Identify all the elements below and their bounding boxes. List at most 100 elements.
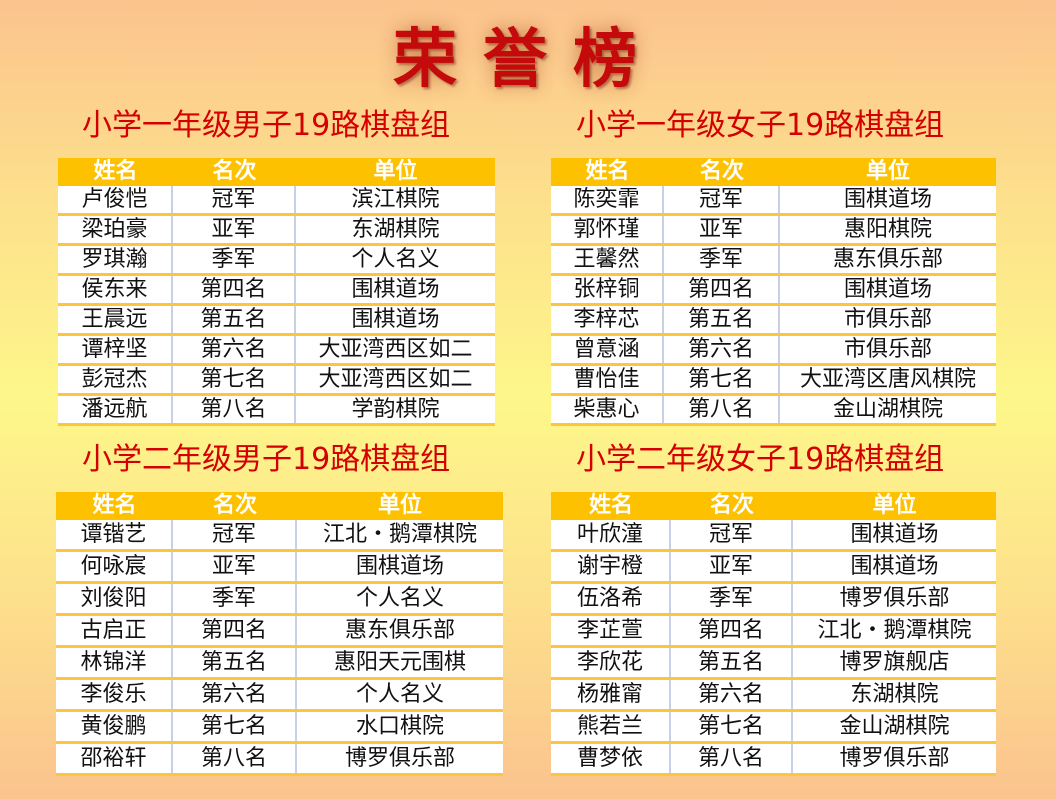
table-row: 熊若兰 第七名 金山湖棋院 bbox=[551, 712, 996, 744]
table-row: 伍洛希 季军 博罗俱乐部 bbox=[551, 584, 996, 616]
table-cell: 古启正 bbox=[56, 616, 173, 645]
table-cell: 惠阳棋院 bbox=[843, 217, 932, 242]
table-cell: 第七名 bbox=[664, 366, 780, 393]
table-row: 刘俊阳 季军 个人名义 bbox=[56, 584, 503, 616]
table-cell: 李俊乐 bbox=[56, 680, 173, 709]
table-cell: 潘远航 bbox=[58, 396, 173, 423]
table-cell: 围棋道场 bbox=[843, 187, 932, 212]
table-cell: 围棋道场 bbox=[843, 277, 932, 302]
table-cell: 江北・鹅潭棋院 bbox=[322, 522, 477, 547]
table-cell: 博罗俱乐部 bbox=[344, 746, 455, 771]
table-cell: 第六名 bbox=[664, 336, 780, 363]
table-cell: 博罗俱乐部 bbox=[839, 746, 950, 771]
table-row: 谢宇橙 亚军 围棋道场 bbox=[551, 552, 996, 584]
table-row: 曾意涵 第六名 市俱乐部 bbox=[551, 336, 996, 366]
table-row: 叶欣潼 冠军 围棋道场 bbox=[551, 520, 996, 552]
column-header: 名次 bbox=[212, 159, 257, 184]
table-row: 李俊乐 第六名 个人名义 bbox=[56, 680, 503, 712]
table-row: 梁珀豪 亚军 东湖棋院 bbox=[58, 216, 495, 246]
header-row: 姓名 名次 单位 bbox=[56, 492, 503, 520]
table-cell: 大亚湾西区如二 bbox=[318, 337, 473, 362]
results-table: 姓名 名次 单位 叶欣潼 冠军 围棋道场 谢宇橙 亚军 围棋道场 伍洛希 季军 博罗俱乐部 李芷萱 第四名… bbox=[551, 492, 996, 776]
table-row: 古启正 第四名 惠东俱乐部 bbox=[56, 616, 503, 648]
table-cell: 个人名义 bbox=[355, 682, 444, 707]
table-cell: 博罗旗舰店 bbox=[839, 650, 950, 675]
table-cell: 第四名 bbox=[671, 616, 793, 645]
table-cell: 季军 bbox=[173, 246, 296, 273]
table-cell: 卢俊恺 bbox=[58, 186, 173, 213]
table-cell: 林锦洋 bbox=[56, 648, 173, 677]
table-cell: 亚军 bbox=[664, 216, 780, 243]
table-cell: 李芷萱 bbox=[551, 616, 671, 645]
table-cell: 王晨远 bbox=[58, 306, 173, 333]
table-cell: 杨雅甯 bbox=[551, 680, 671, 709]
table-cell: 个人名义 bbox=[355, 586, 444, 611]
table-cell: 第五名 bbox=[664, 306, 780, 333]
table-row: 张梓铜 第四名 围棋道场 bbox=[551, 276, 996, 306]
table-cell: 柴惠心 bbox=[551, 396, 664, 423]
table-cell: 市俱乐部 bbox=[843, 337, 932, 362]
table-cell: 第七名 bbox=[173, 366, 296, 393]
table-row: 李梓芯 第五名 市俱乐部 bbox=[551, 306, 996, 336]
table-cell: 何咏宸 bbox=[56, 552, 173, 581]
header-row: 姓名 名次 单位 bbox=[551, 492, 996, 520]
table-cell: 第八名 bbox=[173, 396, 296, 423]
table-cell: 侯东来 bbox=[58, 276, 173, 303]
group-title: 小学一年级男子19路棋盘组 bbox=[82, 108, 451, 143]
table-cell: 亚军 bbox=[173, 216, 296, 243]
table-cell: 大亚湾区唐风棋院 bbox=[799, 367, 976, 392]
column-header: 姓名 bbox=[588, 493, 633, 518]
table-cell: 第八名 bbox=[173, 744, 297, 773]
table-row: 柴惠心 第八名 金山湖棋院 bbox=[551, 396, 996, 426]
table-cell: 季军 bbox=[173, 584, 297, 613]
table-cell: 梁珀豪 bbox=[58, 216, 173, 243]
table-row: 彭冠杰 第七名 大亚湾西区如二 bbox=[58, 366, 495, 396]
column-header: 单位 bbox=[373, 159, 418, 184]
column-header: 单位 bbox=[872, 493, 917, 518]
table-cell: 博罗俱乐部 bbox=[839, 586, 950, 611]
table-cell: 惠阳天元围棋 bbox=[333, 650, 466, 675]
column-header: 姓名 bbox=[93, 159, 138, 184]
table-cell: 谢宇橙 bbox=[551, 552, 671, 581]
table-cell: 谭锴艺 bbox=[56, 520, 173, 549]
table-row: 李欣花 第五名 博罗旗舰店 bbox=[551, 648, 996, 680]
table-cell: 围棋道场 bbox=[850, 554, 939, 579]
table-row: 王馨然 季军 惠东俱乐部 bbox=[551, 246, 996, 276]
table-row: 谭梓坚 第六名 大亚湾西区如二 bbox=[58, 336, 495, 366]
table-cell: 亚军 bbox=[173, 552, 297, 581]
table-cell: 第六名 bbox=[173, 680, 297, 709]
table-cell: 曹梦依 bbox=[551, 744, 671, 773]
header-row: 姓名 名次 单位 bbox=[58, 158, 495, 186]
table-cell: 第七名 bbox=[173, 712, 297, 741]
table-cell: 第八名 bbox=[664, 396, 780, 423]
table-cell: 水口棋院 bbox=[355, 714, 444, 739]
table-cell: 围棋道场 bbox=[351, 307, 440, 332]
table-cell: 大亚湾西区如二 bbox=[318, 367, 473, 392]
table-cell: 第四名 bbox=[664, 276, 780, 303]
results-table: 姓名 名次 单位 谭锴艺 冠军 江北・鹅潭棋院 何咏宸 亚军 围棋道场 刘俊阳 季军 个人名义 古启正第… bbox=[56, 492, 503, 776]
table-cell: 惠东俱乐部 bbox=[832, 247, 943, 272]
table-cell: 冠军 bbox=[664, 186, 780, 213]
table-cell: 郭怀瑾 bbox=[551, 216, 664, 243]
table-cell: 第六名 bbox=[671, 680, 793, 709]
table-cell: 谭梓坚 bbox=[58, 336, 173, 363]
table-cell: 围棋道场 bbox=[351, 277, 440, 302]
table-cell: 第四名 bbox=[173, 276, 296, 303]
table-cell: 惠东俱乐部 bbox=[344, 618, 455, 643]
table-cell: 曾意涵 bbox=[551, 336, 664, 363]
table-cell: 第五名 bbox=[173, 648, 297, 677]
table-cell: 陈奕霏 bbox=[551, 186, 664, 213]
table-cell: 黄俊鹏 bbox=[56, 712, 173, 741]
table-cell: 曹怡佳 bbox=[551, 366, 664, 393]
table-row: 卢俊恺 冠军 滨江棋院 bbox=[58, 186, 495, 216]
results-table: 姓名 名次 单位 陈奕霏 冠军 围棋道场 郭怀瑾 亚军 惠阳棋院 王馨然 季军 惠东俱乐部 张梓铜 第四名… bbox=[551, 158, 996, 426]
group-title: 小学一年级女子19路棋盘组 bbox=[576, 108, 945, 143]
table-cell: 第八名 bbox=[671, 744, 793, 773]
column-header: 名次 bbox=[709, 493, 754, 518]
table-row: 潘远航 第八名 学韵棋院 bbox=[58, 396, 495, 426]
table-cell: 李梓芯 bbox=[551, 306, 664, 333]
table-row: 陈奕霏 冠军 围棋道场 bbox=[551, 186, 996, 216]
table-cell: 个人名义 bbox=[351, 247, 440, 272]
table-row: 黄俊鹏 第七名 水口棋院 bbox=[56, 712, 503, 744]
table-row: 王晨远 第五名 围棋道场 bbox=[58, 306, 495, 336]
